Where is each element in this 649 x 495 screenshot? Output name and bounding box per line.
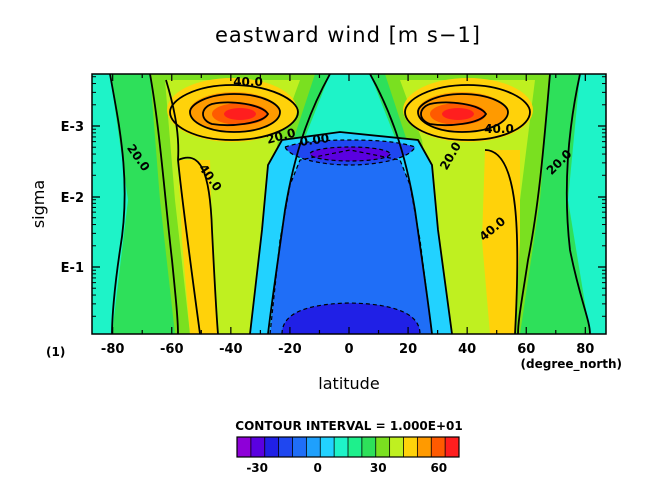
colorbar-swatch	[250, 437, 266, 457]
chart-title: eastward wind [m s−1]	[215, 23, 481, 47]
colorbar-tick-label: -30	[246, 461, 268, 475]
contour-fill-band	[282, 303, 420, 334]
contour-interval-text: CONTOUR INTERVAL = 1.000E+01	[235, 419, 462, 433]
x-tick-label: 60	[517, 342, 535, 357]
x-tick-label: -40	[219, 342, 243, 357]
colorbar-tick-label: 0	[314, 461, 322, 475]
x-tick-label: -20	[278, 342, 302, 357]
x-unit-label: (degree_north)	[521, 357, 622, 372]
colorbar-swatch	[292, 437, 307, 457]
colorbar-swatch	[237, 437, 252, 457]
colorbar-swatch	[334, 437, 349, 457]
colorbar-swatch	[445, 437, 460, 457]
y-unit-label: (1)	[46, 345, 65, 359]
y-tick-label: E-3	[61, 120, 84, 135]
contour-fill-band	[442, 108, 474, 120]
plot-area: 40.0 40.0 20.0 0.00 20.0 40.0 20.0 40.0 …	[92, 74, 606, 334]
x-axis-title: latitude	[318, 374, 379, 393]
colorbar-swatch	[417, 437, 432, 457]
colorbar-swatch	[320, 437, 335, 457]
contour-fill-band	[270, 150, 432, 334]
colorbar-swatch	[361, 437, 377, 457]
contour-fill-band	[224, 108, 256, 120]
x-tick-label: 20	[399, 342, 417, 357]
x-tick-label: 40	[458, 342, 476, 357]
x-tick-label: -80	[101, 342, 125, 357]
colorbar-swatch	[264, 437, 279, 457]
negative-contour-lines	[269, 139, 433, 334]
x-tick-label: 80	[576, 342, 594, 357]
colorbar-swatch	[375, 437, 390, 457]
colorbar-labels: -30 0 30 60	[246, 461, 447, 475]
y-tick-label: E-1	[61, 261, 84, 276]
contour-lines	[109, 74, 591, 334]
colorbar-frame	[236, 436, 460, 458]
colorbar-swatch	[348, 437, 363, 457]
colorbar-swatch	[389, 437, 404, 457]
colorbar-swatch	[306, 437, 321, 457]
colorbar-swatch	[403, 437, 418, 457]
x-tick-label: 0	[344, 342, 353, 357]
colorbar-swatch	[278, 437, 293, 457]
colorbar-swatch	[431, 437, 446, 457]
contour-fill-band	[568, 74, 606, 334]
contour-fill-band	[178, 160, 218, 334]
y-tick-label: E-2	[61, 191, 84, 206]
y-axis: E-3 E-2 E-1	[61, 76, 606, 317]
colorbar-tick-label: 30	[370, 461, 387, 475]
contour-fill-band	[482, 150, 520, 334]
y-axis-title: sigma	[29, 180, 48, 228]
x-axis: -80 -60 -40 -20 0 20 40 60 80	[101, 74, 594, 357]
contour-label: 40.0	[233, 75, 263, 89]
colorbar	[236, 436, 460, 458]
contour-fill-band	[92, 74, 128, 334]
contour-label: 0.00	[299, 131, 330, 149]
contour-fill-band	[310, 147, 390, 161]
x-tick-label: -60	[160, 342, 184, 357]
contour-label: 40.0	[484, 122, 514, 136]
colorbar-tick-label: 60	[430, 461, 447, 475]
